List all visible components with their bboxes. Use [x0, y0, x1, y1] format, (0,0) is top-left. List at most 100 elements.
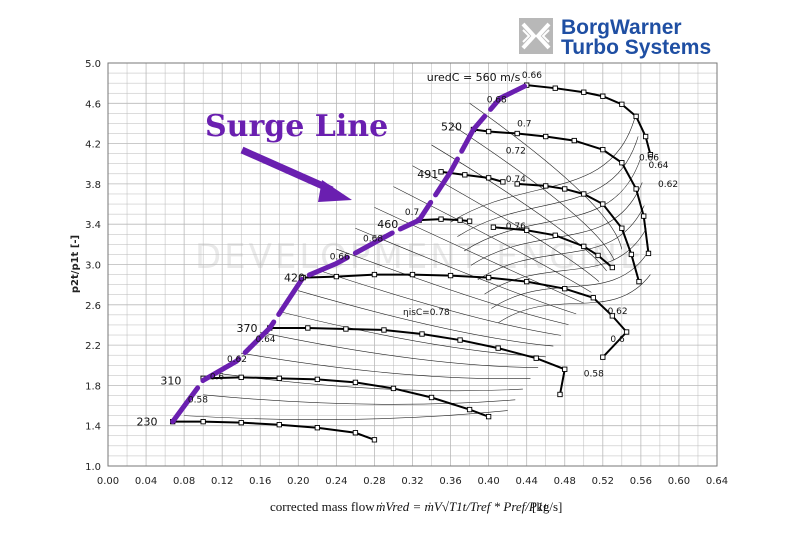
x-axis-label-formula: ṁVred = ṁV√T1t/Tref * Pref/P1t [376, 499, 547, 514]
efficiency-contour [241, 352, 531, 379]
speed-line-point [438, 169, 444, 175]
y-axis-label: p2t/p1t [-] [70, 235, 81, 293]
efficiency-label: 0.66 [639, 154, 659, 164]
y-tick-label: 3.4 [85, 220, 101, 231]
x-tick-label: 0.44 [516, 476, 538, 487]
speed-line-point [314, 425, 320, 431]
speed-line-point [581, 89, 587, 95]
x-tick-label: 0.24 [325, 476, 347, 487]
surge-line [170, 82, 530, 425]
speed-line-point [485, 128, 492, 135]
efficiency-contour-high [450, 113, 637, 223]
speed-line [203, 376, 489, 418]
brand-logo: BorgWarner Turbo Systems [519, 17, 712, 59]
x-tick-label: 0.56 [630, 476, 652, 487]
efficiency-label: 0.74 [506, 175, 526, 185]
speed-line-point [619, 225, 625, 231]
speed-line-point [600, 354, 606, 360]
speed-line-point [647, 152, 654, 158]
efficiency-contour [317, 269, 561, 336]
surge-line-annotation: Surge Line [205, 109, 388, 144]
speed-line-point [238, 374, 244, 380]
efficiency-label: 0.62 [227, 355, 247, 365]
efficiency-label: 0.64 [648, 161, 668, 171]
speed-line-point [581, 191, 587, 197]
x-tick-label: 0.16 [249, 476, 271, 487]
speed-line-point [609, 264, 615, 271]
x-axis-label-unit: [kg/s] [532, 499, 562, 514]
efficiency-contour [279, 311, 546, 358]
efficiency-label: 0.68 [363, 234, 383, 244]
efficiency-contour [184, 410, 508, 420]
y-tick-label: 1.8 [85, 381, 101, 392]
speed-line-point [533, 355, 539, 361]
speed-label: 520 [441, 120, 462, 133]
speed-line-point [314, 376, 320, 383]
speed-label: 230 [137, 416, 158, 429]
efficiency-label: 0.62 [608, 307, 628, 317]
efficiency-label: 0.62 [658, 180, 678, 190]
speed-line-point [562, 366, 568, 372]
efficiency-contour [203, 394, 516, 405]
speed-line-point [571, 137, 577, 144]
speed-line-point [352, 379, 359, 386]
speed-line-point [333, 273, 340, 280]
efficiency-label: 0.72 [506, 147, 526, 157]
speed-line-point [633, 186, 639, 192]
y-tick-label: 1.0 [85, 462, 101, 473]
speed-line-point [371, 271, 378, 278]
y-tick-label: 2.6 [85, 301, 101, 312]
speed-line-point [633, 113, 639, 120]
efficiency-label: 0.68 [487, 95, 507, 105]
y-tick-label: 5.0 [85, 59, 101, 70]
x-tick-label: 0.60 [668, 476, 690, 487]
efficiency-label: 0.7 [517, 119, 531, 129]
efficiency-contour [450, 123, 615, 261]
speed-line-point [524, 278, 530, 285]
surge-line-path [170, 82, 530, 425]
speed-line-point [438, 216, 444, 222]
speed-line-point [495, 345, 501, 351]
speed-line-point [619, 160, 625, 166]
efficiency-label: 0.58 [584, 369, 604, 379]
efficiency-label: 0.66 [522, 71, 542, 81]
speed-line [419, 218, 470, 223]
brand-line-2: Turbo Systems [561, 36, 712, 59]
speed-line-point [466, 218, 473, 224]
speed-line-point [543, 133, 549, 140]
speed-line-point [390, 385, 397, 392]
speed-line-point [552, 85, 558, 91]
efficiency-contour-high [497, 274, 651, 324]
brand-name: BorgWarner Turbo Systems [561, 17, 712, 59]
x-tick-label: 0.04 [135, 476, 157, 487]
peak-efficiency-label: ηisC=0.78 [403, 308, 450, 318]
x-tick-label: 0.12 [211, 476, 233, 487]
y-tick-label: 1.4 [85, 422, 101, 433]
speed-line-point [514, 130, 520, 137]
speed-line-point [645, 250, 652, 257]
speed-line-point [581, 243, 587, 250]
speed-line-point [419, 331, 425, 337]
speed-line-point [466, 406, 473, 413]
efficiency-contour [355, 227, 577, 315]
speed-line-point [485, 413, 492, 420]
speed-label: 420 [284, 272, 305, 285]
speed-label: 491 [417, 168, 438, 181]
y-tick-label: 4.6 [85, 99, 101, 110]
axes: 0.00 0.04 0.08 0.12 0.16 0.20 0.24 0.28 0.32 0.36… [85, 59, 728, 487]
y-tick-label: 4.2 [85, 140, 101, 151]
x-tick-label: 0.36 [439, 476, 461, 487]
y-tick-label: 3.8 [85, 180, 101, 191]
speed-line-point [305, 325, 311, 331]
speed-line-point [462, 172, 468, 178]
speed-line-point [562, 186, 568, 192]
y-tick-label: 2.2 [85, 341, 101, 352]
speed-line-point [623, 329, 630, 335]
y-tick-label: 3.0 [85, 261, 101, 272]
speed-line-point [590, 295, 596, 301]
speed-line-point [409, 271, 416, 278]
speed-label: 370 [236, 322, 257, 335]
speed-line-point [600, 146, 606, 153]
efficiency-contour [222, 373, 523, 392]
speed-line-point [371, 437, 378, 443]
